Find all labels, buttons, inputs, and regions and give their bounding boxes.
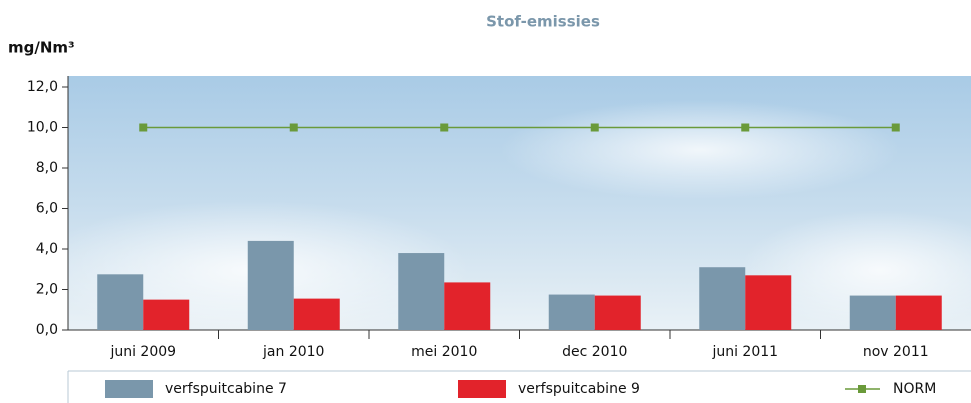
norm-marker xyxy=(290,124,298,132)
norm-marker xyxy=(440,124,448,132)
chart: Stof-emissies mg/Nm³ 0,0 2,0 4,0 6,0 8,0 10,0… xyxy=(0,0,971,403)
norm-marker xyxy=(741,124,749,132)
bar xyxy=(143,300,189,330)
bar xyxy=(294,299,340,330)
legend-swatch xyxy=(458,380,506,398)
y-tick-label: 6,0 xyxy=(36,201,58,217)
bar xyxy=(595,296,641,330)
y-tick-label: 0,0 xyxy=(36,322,58,338)
legend-swatch xyxy=(105,380,153,398)
y-tick-label: 12,0 xyxy=(27,79,58,95)
y-tick-label: 8,0 xyxy=(36,160,58,176)
bar xyxy=(745,275,791,330)
x-tick-label: nov 2011 xyxy=(863,344,929,360)
bar xyxy=(549,295,595,330)
bar xyxy=(896,296,942,330)
cloud xyxy=(500,100,900,200)
page: {"chart_data":{"type":"bar","title":"Sto… xyxy=(0,0,971,403)
norm-marker xyxy=(591,124,599,132)
bar xyxy=(248,241,294,330)
x-tick-label: mei 2010 xyxy=(411,344,477,360)
legend-marker xyxy=(858,385,866,393)
bar xyxy=(444,282,490,330)
norm-marker xyxy=(892,124,900,132)
y-axis-label: mg/Nm³ xyxy=(8,39,75,57)
y-tick-label: 4,0 xyxy=(36,241,58,257)
x-tick-label: juni 2009 xyxy=(109,344,176,360)
norm-marker xyxy=(139,124,147,132)
chart-title: Stof-emissies xyxy=(486,13,600,31)
bar xyxy=(97,274,143,330)
bar xyxy=(398,253,444,330)
legend-label: verfspuitcabine 9 xyxy=(518,381,640,397)
x-tick-label: dec 2010 xyxy=(562,344,627,360)
bar xyxy=(699,267,745,330)
legend-label: verfspuitcabine 7 xyxy=(165,381,287,397)
bar xyxy=(850,296,896,330)
x-tick-label: juni 2011 xyxy=(711,344,778,360)
y-tick-label: 2,0 xyxy=(36,282,58,298)
y-tick-label: 10,0 xyxy=(27,120,58,136)
legend-label: NORM xyxy=(893,381,936,397)
x-tick-label: jan 2010 xyxy=(262,344,324,360)
